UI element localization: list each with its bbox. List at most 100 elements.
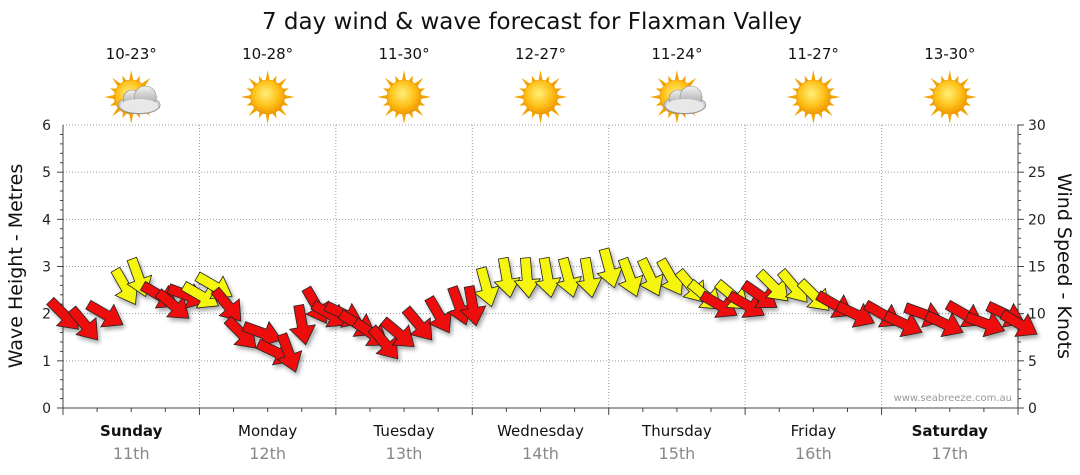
left-tick-label: 1 [42,354,51,370]
sun-ray [928,101,935,106]
sun-ray [248,77,258,87]
sun-ray [104,95,115,99]
sun-ray [960,77,969,87]
sun-ray [545,111,550,119]
sun-ray [395,75,400,83]
sun-ray [402,113,407,124]
sun-ray [828,101,835,106]
left-tick-label: 0 [42,401,51,417]
wind-arrow-shape [534,256,562,299]
wind-arrow-shape [999,309,1038,337]
wind-arrow-shape [459,285,487,327]
sun-ray [141,77,151,87]
temperature-label: 12-27° [515,45,566,63]
sun-ray [122,75,127,83]
sun-ray [272,75,277,83]
sun-ray [930,77,940,87]
sun-ray [954,111,959,119]
sun-icon [513,70,568,124]
sun-ray [384,77,394,87]
sun-ray [940,111,946,119]
sun-ray [960,107,969,117]
sun-ray [418,101,426,106]
cloud-fill [665,99,704,113]
sun-icon [240,70,295,124]
day-labels: Sunday 11th Monday 12th Tuesday 13th Wednesday… [100,422,988,463]
sun-ray [792,88,799,93]
temperature-label: 11-27° [788,45,839,63]
wind-arrow-shape [575,256,603,299]
sun-ray [966,95,977,99]
right-tick-label: 10 [1028,307,1046,323]
wind-arrow [459,285,487,327]
sun-ray [420,95,432,99]
sun-ray [545,75,550,83]
wind-arrow [636,256,664,297]
sun-ray [513,95,524,99]
sun-ray [418,88,426,93]
sun-disc [523,79,558,115]
temperature-label: 13-30° [924,45,975,63]
sun-ray [521,77,530,87]
temperature-label: 11-30° [379,45,430,63]
sun-ray [657,77,667,87]
sun-ray [248,107,258,117]
sun-ray [414,77,424,87]
chart-grid [62,124,1019,415]
sun-disc [386,79,422,115]
sun-ray [265,70,270,81]
left-tick-label: 4 [42,212,51,228]
wind-arrow [493,256,521,299]
sun-ray [657,107,667,117]
cloud-fill [120,99,159,113]
right-tick-label: 30 [1028,118,1046,134]
sun-ray [940,75,946,83]
wind-arrows [46,247,1038,373]
sun-ray [112,107,121,117]
sun-ray [521,107,530,117]
sun-ray [377,95,388,99]
sun-ray [382,88,390,93]
sun-ray [674,113,679,124]
sun-ray [129,70,134,81]
date-label: 13th [386,444,423,463]
sun-icon [377,70,432,124]
sun-ray [794,107,803,117]
sun-disc [796,79,831,115]
sun-icon [786,70,841,124]
sun-disc [250,79,285,115]
sun-ray [823,107,833,117]
wind-speed-axis: 0 5 10 15 20 25 30 [1017,118,1046,417]
partly-cloudy-icon [104,70,161,124]
wind-arrow-shape [493,256,521,299]
sun-ray [110,88,117,93]
sun-ray [258,75,264,83]
wind-arrow [85,299,124,328]
wind-arrow [276,332,303,373]
wind-arrow-shape [379,316,415,348]
sun-ray [408,111,413,119]
sun-ray [278,107,287,117]
left-tick-label: 5 [42,165,51,181]
sun-ray [954,75,959,83]
sun-ray [384,107,394,117]
sun-ray [282,101,289,106]
wind-arrow [555,256,583,298]
sun-ray [246,101,253,106]
wind-arrow-shape [555,256,583,298]
sun-ray [402,70,407,81]
sun-ray [272,111,277,119]
sun-ray [282,88,289,93]
sun-ray [804,75,809,83]
sun-ray [792,101,799,106]
chart-title: 7 day wind & wave forecast for Flaxman V… [262,9,802,35]
sun-disc [932,79,968,115]
left-tick-label: 3 [42,260,51,276]
wind-arrow-shape [210,286,242,322]
wind-arrow [67,305,99,341]
sun-ray [804,111,809,119]
day-label: Tuesday [373,422,435,440]
wind-arrow-shape [67,305,99,341]
sun-ray [395,111,400,119]
